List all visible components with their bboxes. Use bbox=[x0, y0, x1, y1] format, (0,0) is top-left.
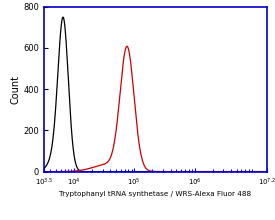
X-axis label: Tryptophanyl tRNA synthetase / WRS-Alexa Fluor 488: Tryptophanyl tRNA synthetase / WRS-Alexa… bbox=[59, 191, 251, 196]
Y-axis label: Count: Count bbox=[10, 75, 20, 104]
